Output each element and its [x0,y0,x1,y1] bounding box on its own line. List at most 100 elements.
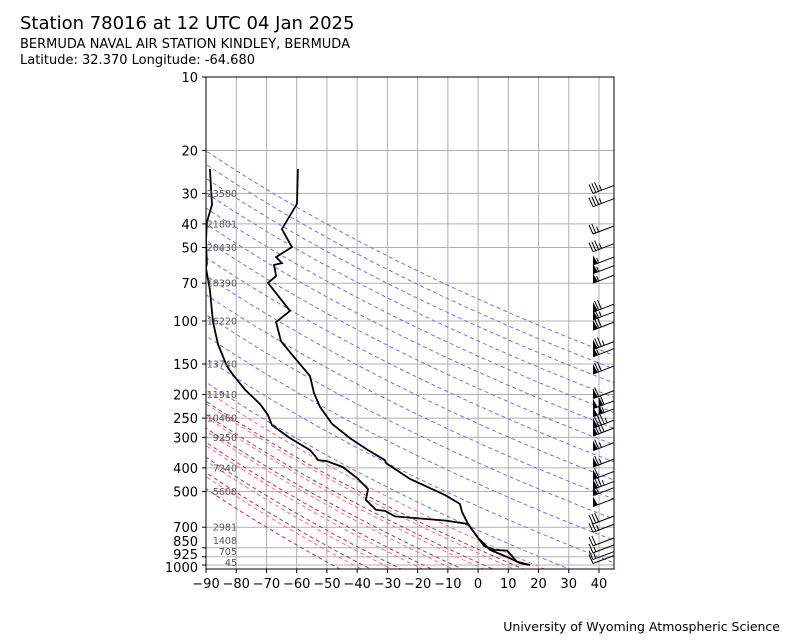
barb-full [594,478,600,488]
barb-staff [592,551,615,561]
chart-title: Station 78016 at 12 UTC 04 Jan 2025 [20,13,355,34]
barb-flag [593,339,598,350]
barb-full [588,224,594,235]
mixing-ratio-line [206,427,462,569]
y-tick-label: 925 [173,548,198,563]
barb-staff [592,321,615,331]
wind-barb [588,195,615,208]
barb-full [594,455,600,466]
y-tick-label: 250 [173,412,198,427]
dry-adiabat [206,274,614,481]
y-tick-label: 400 [173,462,198,477]
height-label: 2981 [213,523,237,534]
barb-full [594,512,600,523]
barb-flag [593,406,598,417]
wind-barb [592,346,615,358]
wind-barb [588,240,615,253]
dry-adiabat [206,192,614,398]
wind-barb [592,361,615,375]
wind-barb [592,422,615,437]
barb-full [591,183,597,193]
y-tick-label: 200 [173,388,198,403]
wind-barb [592,263,615,275]
height-label: 1408 [213,536,237,547]
dewpoint-line [206,168,531,566]
barb-full [591,241,597,251]
wind-barb [592,337,615,351]
barb-full [594,240,600,250]
y-tick-label: 100 [173,315,198,330]
y-tick-label: 300 [173,431,198,446]
moist-adiabat [206,430,453,569]
barb-staff [592,470,615,480]
x-tick-label: 30 [560,577,577,592]
barb-full [596,477,602,487]
x-tick-label: −40 [343,577,370,592]
barb-flag [593,440,598,451]
barb-full [588,197,594,207]
barb-flag [593,309,598,320]
wind-barb [592,439,615,452]
barb-half [596,226,600,233]
barb-flag [593,485,598,496]
barb-full [594,195,600,205]
x-tick-label: −70 [253,577,280,592]
x-tick-label: 20 [530,577,547,592]
barb-full [594,338,600,348]
x-tick-label: −30 [374,577,401,592]
barb-flag [593,273,598,284]
barb-half [604,417,608,424]
wind-barb [592,395,615,410]
mixing-ratio-line [206,472,371,569]
barb-half [598,311,602,317]
barb-full [588,523,594,533]
barb-flag [598,396,604,407]
x-tick-label: 10 [500,577,517,592]
barb-half [596,275,600,282]
barb-full [594,439,600,449]
barb-full [594,300,600,311]
barb-full [591,535,597,546]
x-tick-label: −50 [313,577,340,592]
barb-full [594,308,600,319]
height-label: 5600 [213,487,237,498]
wind-barb [588,554,615,564]
barb-half [593,553,597,559]
barb-staff [592,555,615,564]
barb-flag [593,302,598,313]
x-tick-label: −90 [192,577,219,592]
barb-flag [598,404,604,415]
temperature-line [266,168,531,566]
dry-adiabat [206,293,614,500]
barb-flag [593,398,598,409]
barb-full [594,182,600,192]
barb-staff [592,198,615,208]
wind-barb [592,468,615,480]
height-label: 18390 [207,279,237,290]
barb-full [591,521,597,532]
x-tick-label: 0 [474,577,482,592]
barb-full [596,299,602,310]
wind-barb [592,273,615,284]
y-tick-label: 10 [181,71,198,86]
barb-full [591,196,597,206]
barb-half [596,349,600,355]
plot-area [206,77,614,569]
barb-half [598,198,602,204]
wind-barb [592,255,615,266]
barb-full [596,361,602,372]
dry-adiabat [206,207,614,414]
barb-staff [592,544,615,554]
barb-flag [593,320,598,331]
barb-full [591,513,597,524]
barb-full [594,362,600,373]
barb-full [594,318,600,329]
wind-barb [588,550,615,561]
height-label: 11910 [207,390,237,401]
x-tick-label: −20 [404,577,431,592]
y-tick-label: 850 [173,535,198,550]
wind-barb [592,496,615,508]
wind-barb [592,308,615,321]
barb-full [588,543,594,554]
